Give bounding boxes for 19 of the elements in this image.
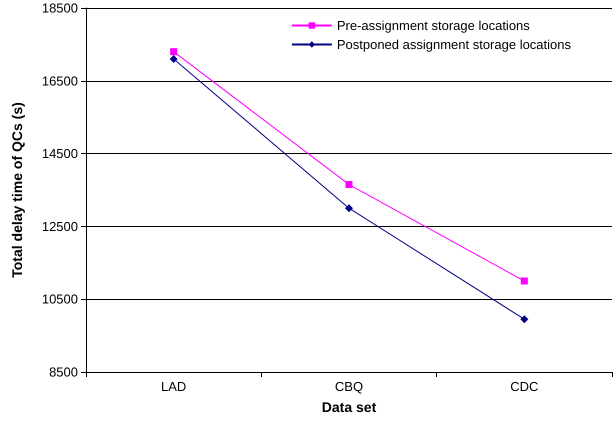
x-tick-label: LAD xyxy=(161,379,186,394)
y-tick-label: 14500 xyxy=(42,146,78,162)
point xyxy=(170,48,178,56)
legend-label: Postponed assignment storage locations xyxy=(336,37,572,52)
point xyxy=(520,315,528,324)
point xyxy=(170,54,178,63)
y-tick-label: 10500 xyxy=(42,292,78,307)
point xyxy=(345,204,353,212)
y-tick-label: 18500 xyxy=(42,0,78,16)
point xyxy=(346,181,352,188)
y-axis-title: Total delay time of QCs (s) xyxy=(9,102,25,278)
legend-label: Pre-assignment storage locations xyxy=(336,18,530,33)
x-tick-label: CDC xyxy=(510,379,538,394)
y-tick-label: 8500 xyxy=(49,364,78,380)
x-tick-label: CBQ xyxy=(334,379,364,394)
y-tick-label: 16500 xyxy=(42,73,78,88)
point xyxy=(520,278,528,284)
x-axis-title: Data set xyxy=(322,399,377,415)
y-tick-label: 12500 xyxy=(42,218,78,234)
